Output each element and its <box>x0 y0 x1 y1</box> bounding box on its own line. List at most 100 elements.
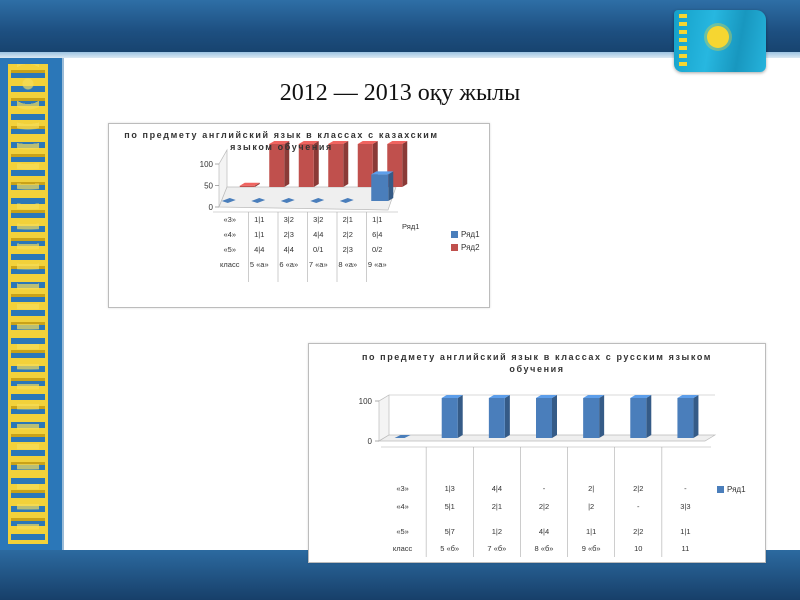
legend-swatch <box>451 244 458 251</box>
x-tick-label: 5 «б» <box>440 544 459 553</box>
bar-ryad1 <box>310 198 325 203</box>
x-tick-label: 4|4 <box>539 527 549 536</box>
x-tick-label: 6 «а» <box>279 260 298 269</box>
bar-ryad1-front <box>536 398 552 438</box>
x-tick-label: 1|2 <box>492 527 502 536</box>
x-tick-label: - <box>543 484 546 493</box>
x-tick-label: 4|4 <box>313 230 323 239</box>
bar-ryad2-front <box>298 144 314 187</box>
bar-ryad1-top <box>583 395 605 398</box>
y-tick-label: 100 <box>359 397 373 406</box>
x-tick-label: класс <box>220 260 240 269</box>
depth-axis-label: Ряд1 <box>402 222 419 231</box>
bar-ryad2-front <box>239 185 255 187</box>
bar-ryad1-side <box>388 171 394 201</box>
x-tick-label: - <box>637 502 640 511</box>
bar-ryad1-front <box>488 398 505 438</box>
bar-ryad1 <box>677 395 699 438</box>
x-tick-label: «5» <box>223 245 236 254</box>
bar-ryad1 <box>251 198 266 203</box>
bar-ryad2-front <box>328 144 344 187</box>
legend-swatch <box>451 231 458 238</box>
bar-ryad1-top <box>371 171 394 175</box>
bar-ryad1 <box>488 395 510 438</box>
bar-ryad1-front <box>630 398 647 438</box>
bar-ryad2-side <box>313 141 319 187</box>
x-tick-label: 3|2 <box>284 215 294 224</box>
x-tick-label: «5» <box>396 527 409 536</box>
flag-ornament <box>679 14 687 68</box>
slide-title: 2012 — 2013 оқу жылы <box>279 80 521 106</box>
x-tick-label: «4» <box>223 230 236 239</box>
x-tick-label: 10 <box>634 544 642 553</box>
bar-ryad2-side <box>284 141 290 187</box>
bar-ryad2 <box>239 182 260 187</box>
chart-kazakh-classes: по предмету английский язык в классах с … <box>108 123 490 308</box>
bar-ryad2-top <box>269 141 290 144</box>
x-tick-label: 2|1 <box>492 502 502 511</box>
bar-ryad1-side <box>599 395 605 438</box>
x-tick-label: «3» <box>223 215 236 224</box>
x-tick-label: 5|7 <box>445 527 455 536</box>
x-tick-label: 3|3 <box>680 502 690 511</box>
bar-ryad1-side <box>693 395 699 438</box>
bar-ryad2-top <box>298 141 319 144</box>
kazakh-ornament <box>8 64 48 544</box>
bar-ryad1-front <box>441 398 458 438</box>
bar-ryad2-front <box>357 144 373 187</box>
x-tick-label: 1|1 <box>254 215 264 224</box>
legend-label: Ряд1 <box>461 230 480 239</box>
x-tick-label: 2|2 <box>633 484 643 493</box>
bar-ryad2-side <box>343 141 349 187</box>
x-tick-label: 5|1 <box>445 502 455 511</box>
chart-russian-classes: по предмету английский язык в классах с … <box>308 343 766 563</box>
legend-swatch <box>717 486 724 493</box>
bar-ryad1 <box>441 395 463 438</box>
x-tick-label: 1|3 <box>445 484 455 493</box>
legend-label: Ряд1 <box>727 485 746 494</box>
flag-sun <box>707 26 729 48</box>
bar-ryad1 <box>221 198 236 203</box>
x-tick-label: «4» <box>396 502 409 511</box>
bar-ryad1-front <box>583 398 600 438</box>
x-tick-label: 1|1 <box>372 215 382 224</box>
x-tick-label: |2 <box>588 502 594 511</box>
bar-ryad2-side <box>254 182 260 187</box>
bar-ryad2-top <box>328 141 349 144</box>
bar-ryad1 <box>280 198 295 203</box>
x-tick-label: 8 «б» <box>535 544 554 553</box>
bar-ryad2 <box>298 141 319 187</box>
bar-ryad2-top <box>239 182 260 186</box>
x-tick-label: 2|2 <box>539 502 549 511</box>
x-tick-label: 2|1 <box>343 215 353 224</box>
x-tick-label: 2|3 <box>284 230 294 239</box>
chart-side-wall <box>378 394 390 442</box>
x-tick-label: 1|1 <box>680 527 690 536</box>
bar-ryad1 <box>583 395 605 438</box>
header-stripe <box>0 52 800 58</box>
chart-svg: 0 50 100 «3» «4» «5» класс 1|1 1|1 4|4 5 «а» 3|2 2|3… <box>200 141 480 282</box>
y-tick-label: 0 <box>368 437 373 446</box>
x-tick-label: 8 «а» <box>338 260 357 269</box>
y-tick-label: 100 <box>200 160 214 169</box>
bar-ryad1 <box>339 198 354 203</box>
bar-ryad2-top <box>357 141 378 144</box>
x-tick-label: 2| <box>588 484 594 493</box>
y-tick-label: 50 <box>204 182 213 191</box>
bar-ryad2-side <box>402 141 408 187</box>
x-tick-label: 11 <box>682 544 690 553</box>
x-tick-label: 2|2 <box>343 230 353 239</box>
x-tick-label: класс <box>393 544 413 553</box>
bar-ryad2 <box>328 141 349 187</box>
bar-ryad1 <box>394 435 411 438</box>
bar-ryad1-front <box>677 398 694 438</box>
x-tick-label: 3|2 <box>313 215 323 224</box>
x-tick-label: 4|4 <box>492 484 502 493</box>
x-tick-label: 1|1 <box>586 527 596 536</box>
chart-title: по предмету английский язык в классах с … <box>361 352 713 374</box>
bar-ryad1-top <box>488 395 510 398</box>
chart-title: по предмету английский язык в классах с … <box>124 130 439 152</box>
y-tick-label: 0 <box>209 203 214 212</box>
bar-ryad1 <box>630 395 652 438</box>
